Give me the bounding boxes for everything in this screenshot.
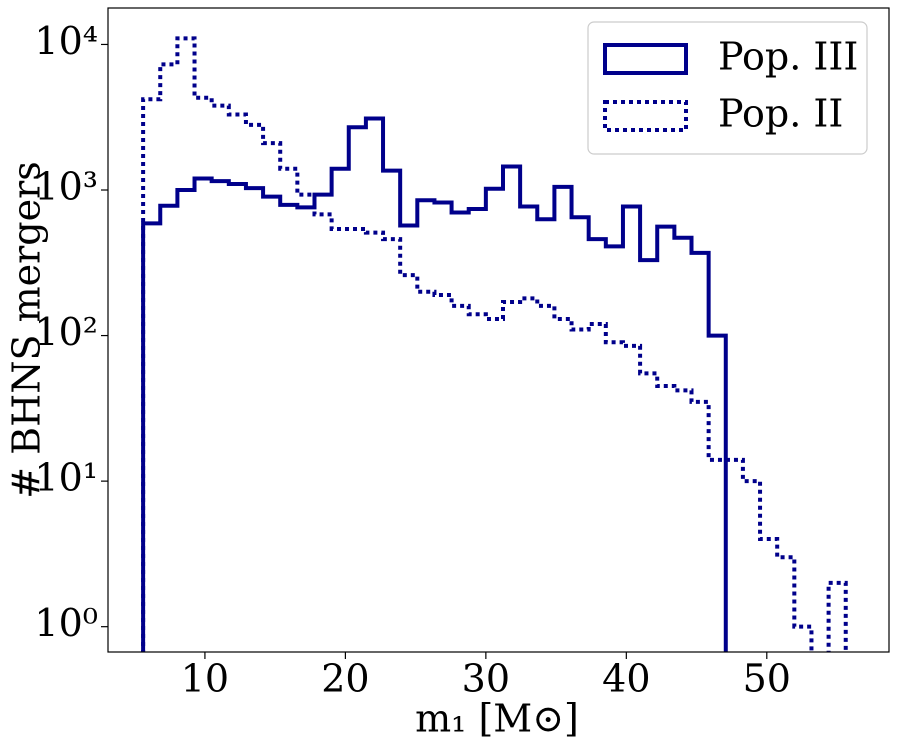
y-tick-label: 10⁴ xyxy=(34,19,98,63)
legend-label: Pop. II xyxy=(718,92,843,136)
x-tick-label: 40 xyxy=(602,657,650,701)
axes-frame xyxy=(107,7,890,653)
x-tick-label: 20 xyxy=(321,657,369,701)
histogram-step xyxy=(141,116,728,652)
legend-box xyxy=(587,21,868,155)
legend-swatch xyxy=(603,100,688,132)
y-tick-label: 10⁰ xyxy=(34,601,98,645)
y-axis-label: # BHNS mergers xyxy=(5,161,49,499)
x-axis-label: m₁ [M⊙] xyxy=(415,697,579,741)
legend-label: Pop. III xyxy=(718,35,858,79)
x-tick-label: 50 xyxy=(743,657,791,701)
x-tick-label: 10 xyxy=(181,657,229,701)
histogram-step xyxy=(141,36,848,652)
y-tick-label: 10³ xyxy=(34,165,98,209)
y-tick-label: 10¹ xyxy=(34,456,98,500)
x-tick-label: 30 xyxy=(462,657,510,701)
y-tick-label: 10² xyxy=(34,310,98,354)
plot-area xyxy=(141,36,848,652)
legend-swatch xyxy=(603,43,688,75)
